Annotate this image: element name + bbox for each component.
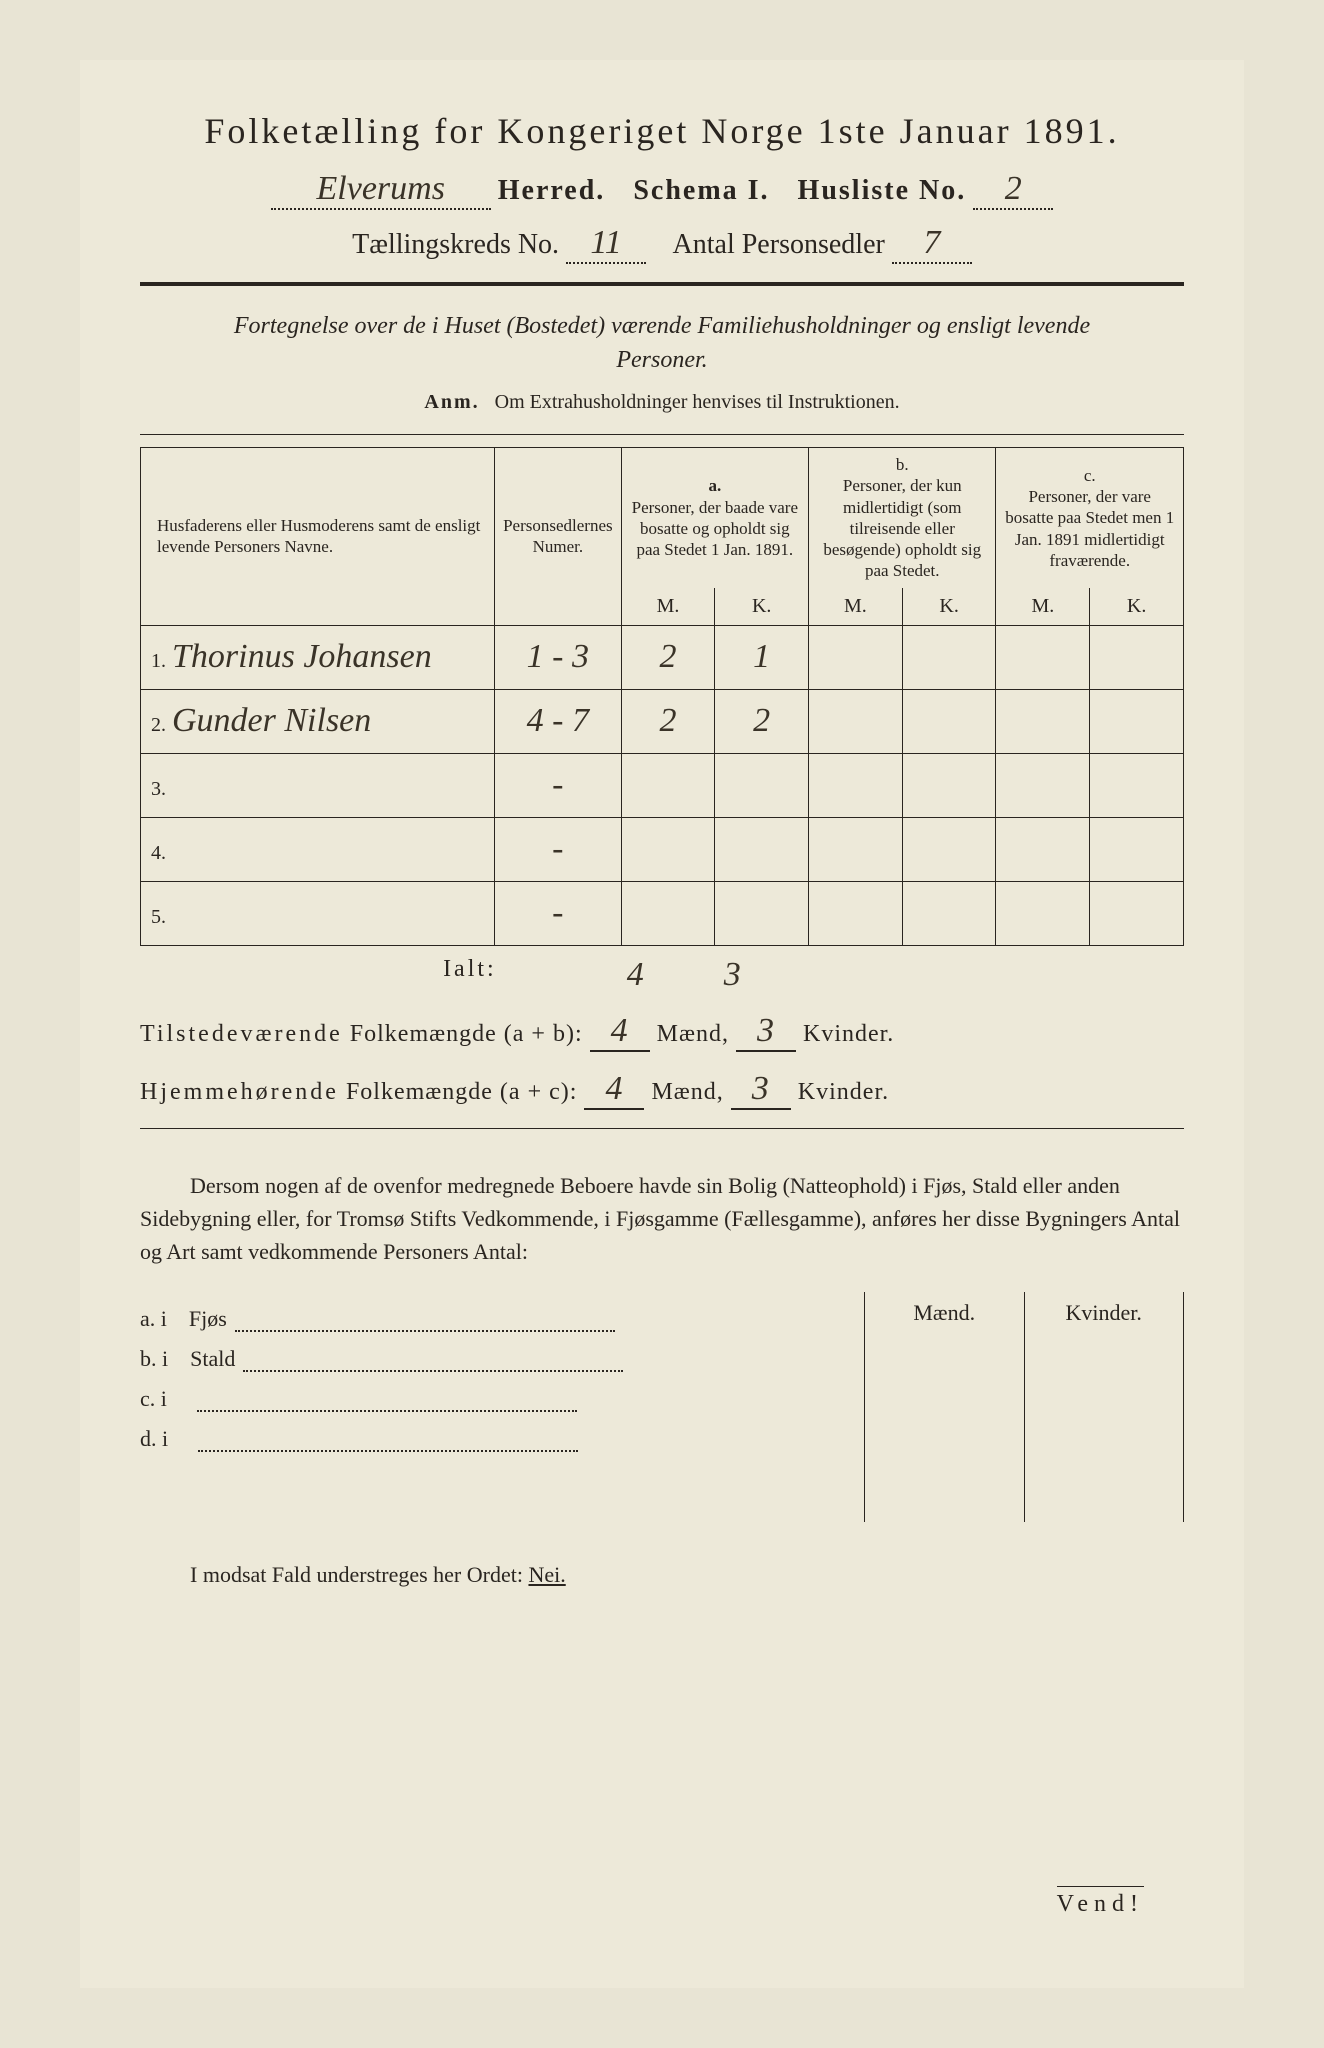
intro-text: Fortegnelse over de i Huset (Bostedet) v… xyxy=(200,310,1124,377)
mk-kvinder: Kvinder. xyxy=(1025,1292,1184,1522)
table-row: 1.Thorinus Johansen1 - 321 xyxy=(141,625,1184,689)
husliste-value: 2 xyxy=(973,170,1053,210)
kreds-label: Tællingskreds No. xyxy=(352,229,559,260)
col-b-k: K. xyxy=(902,588,996,626)
mk-maend: Mænd. xyxy=(865,1292,1025,1522)
page-title: Folketælling for Kongeriget Norge 1ste J… xyxy=(140,110,1184,152)
table-row: 2.Gunder Nilsen4 - 722 xyxy=(141,689,1184,753)
anm-label: Anm. xyxy=(424,391,479,413)
ialt-k: 3 xyxy=(724,956,741,994)
col-a-m: M. xyxy=(621,588,715,626)
kreds-value: 11 xyxy=(566,224,646,264)
anm-line: Anm. Om Extrahusholdninger henvises til … xyxy=(140,391,1184,414)
schema-label: Schema I. xyxy=(633,175,769,206)
anm-text: Om Extrahusholdninger henvises til Instr… xyxy=(495,391,900,413)
header-line-2: Tællingskreds No. 11 Antal Personsedler … xyxy=(140,224,1184,264)
building-section: a. i Fjøs b. i Stald c. i d. i Mænd. Kvind… xyxy=(140,1292,1184,1522)
col-header-c: c.Personer, der vare bosatte paa Stedet … xyxy=(996,448,1184,588)
ialt-row: Ialt: 4 3 xyxy=(140,956,1184,994)
col-header-numer: Personsedlernes Numer. xyxy=(495,448,622,626)
census-table: Husfaderens eller Husmoderens samt de en… xyxy=(140,447,1184,946)
building-row: a. i Fjøs xyxy=(140,1306,834,1332)
divider xyxy=(140,434,1184,435)
table-row: 4.- xyxy=(141,817,1184,881)
col-header-names: Husfaderens eller Husmoderens samt de en… xyxy=(141,448,495,626)
present-k: 3 xyxy=(736,1012,796,1052)
nei-word: Nei. xyxy=(528,1562,565,1587)
col-c-m: M. xyxy=(996,588,1090,626)
mk-box: Mænd. Kvinder. xyxy=(864,1292,1184,1522)
table-body: 1.Thorinus Johansen1 - 3212.Gunder Nilse… xyxy=(141,625,1184,945)
herred-label: Herred. xyxy=(498,175,606,206)
building-row: b. i Stald xyxy=(140,1346,834,1372)
husliste-label: Husliste No. xyxy=(798,175,967,206)
present-m: 4 xyxy=(590,1012,650,1052)
ialt-m: 4 xyxy=(627,956,644,994)
summary-present: Tilstedeværende Folkemængde (a + b): 4 M… xyxy=(140,1012,1184,1052)
vend-label: Vend! xyxy=(1057,1886,1144,1918)
building-row: c. i xyxy=(140,1386,834,1412)
ialt-label: Ialt: xyxy=(140,956,537,994)
col-header-b: b.Personer, der kun midlertidigt (som ti… xyxy=(809,448,996,588)
col-header-a: a.Personer, der baade vare bosatte og op… xyxy=(621,448,808,588)
divider xyxy=(140,1128,1184,1129)
building-paragraph: Dersom nogen af de ovenfor medregnede Be… xyxy=(140,1169,1184,1268)
antal-value: 7 xyxy=(892,224,972,264)
divider xyxy=(140,282,1184,286)
resident-k: 3 xyxy=(731,1070,791,1110)
header-line-1: Elverums Herred. Schema I. Husliste No. … xyxy=(140,170,1184,210)
antal-label: Antal Personsedler xyxy=(673,229,885,260)
col-c-k: K. xyxy=(1090,588,1184,626)
census-form-page: Folketælling for Kongeriget Norge 1ste J… xyxy=(80,60,1244,1988)
building-row: d. i xyxy=(140,1426,834,1452)
herred-value: Elverums xyxy=(271,170,491,210)
col-b-m: M. xyxy=(809,588,903,626)
building-list: a. i Fjøs b. i Stald c. i d. i xyxy=(140,1292,834,1522)
col-a-k: K. xyxy=(715,588,809,626)
footer-line: I modsat Fald understreges her Ordet: Ne… xyxy=(140,1562,1184,1588)
summary-resident: Hjemmehørende Folkemængde (a + c): 4 Mæn… xyxy=(140,1070,1184,1110)
table-row: 5.- xyxy=(141,881,1184,945)
table-row: 3.- xyxy=(141,753,1184,817)
resident-m: 4 xyxy=(584,1070,644,1110)
